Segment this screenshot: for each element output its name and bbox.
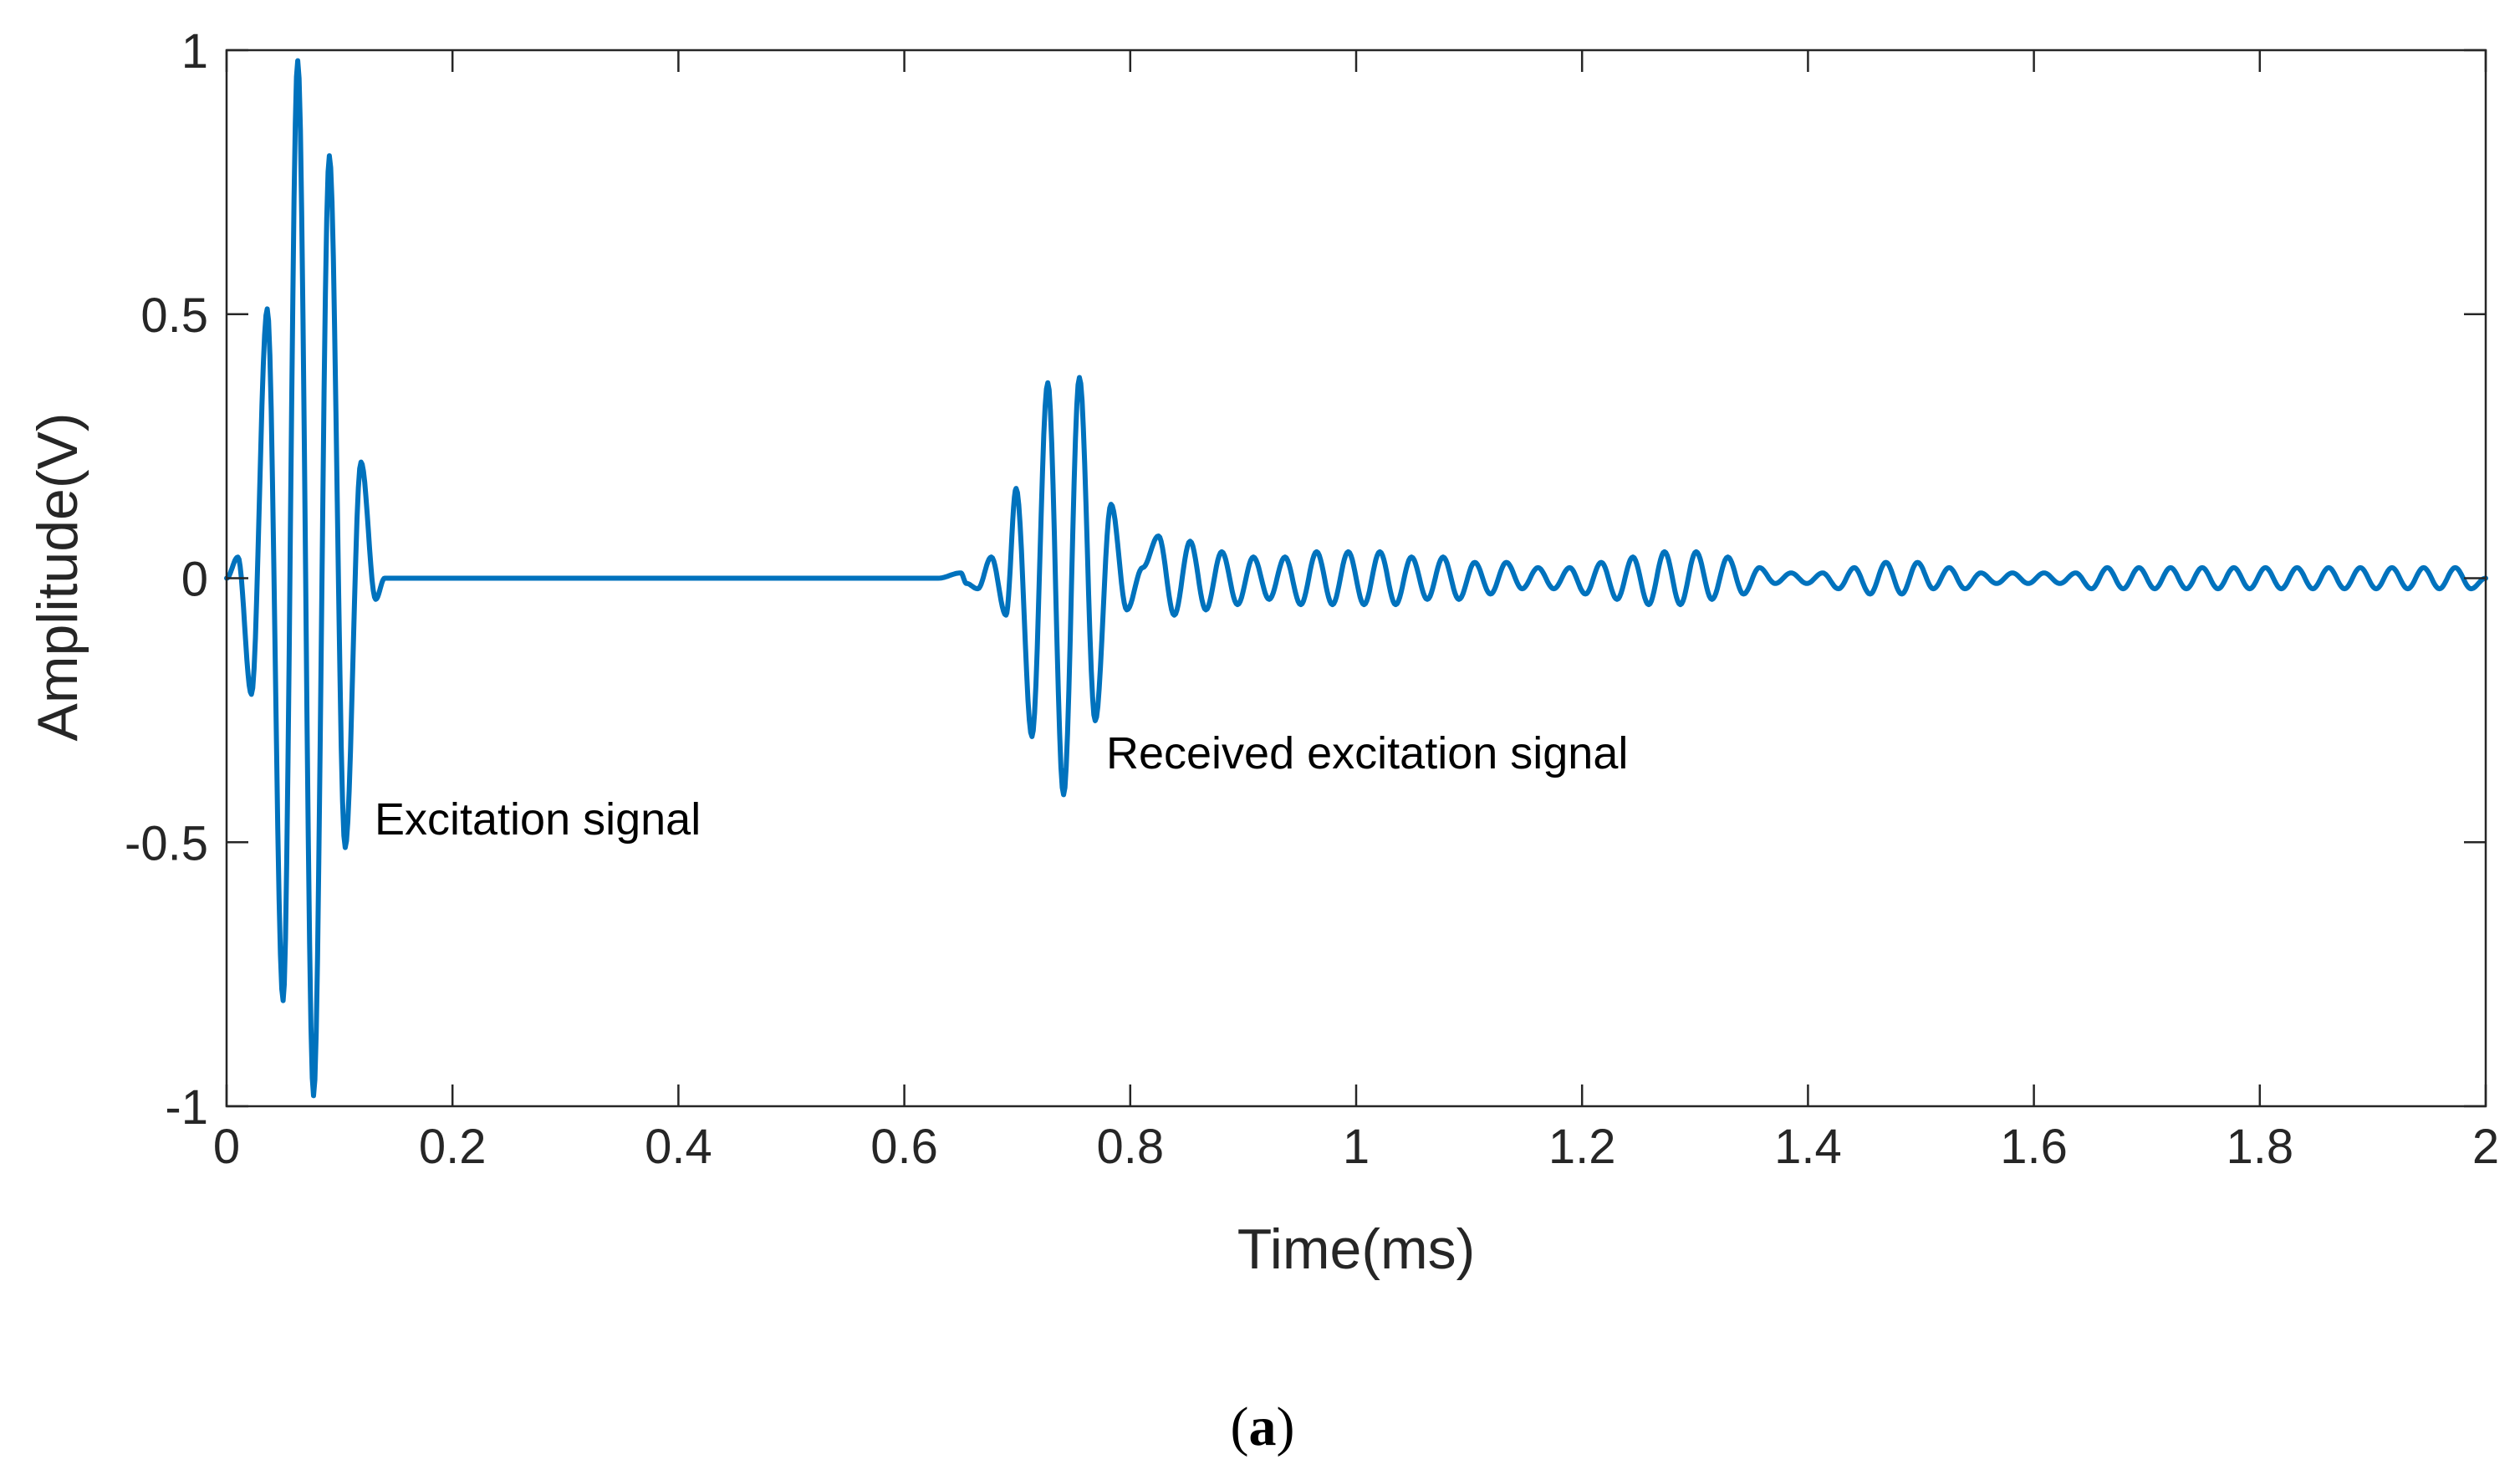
x-axis-title: Time(ms) bbox=[1237, 1217, 1476, 1281]
caption-close-paren: ) bbox=[1277, 1396, 1295, 1457]
x-tick-label: 0.6 bbox=[870, 1120, 938, 1174]
y-tick-label: -1 bbox=[165, 1080, 208, 1135]
signal-layer bbox=[224, 58, 2488, 1099]
y-tick-label: 1 bbox=[181, 24, 208, 79]
x-tick-label: 0.4 bbox=[645, 1120, 712, 1174]
y-tick-label: -0.5 bbox=[125, 816, 208, 870]
x-tick-label: 1 bbox=[1343, 1120, 1370, 1174]
annotation-received-excitation-signal: Received excitation signal bbox=[1106, 728, 1628, 778]
x-tick-label: 1.6 bbox=[2000, 1120, 2068, 1174]
y-tick-label: 0 bbox=[181, 553, 208, 607]
x-tick-label: 0 bbox=[213, 1120, 240, 1174]
y-axis-title: Amplitude(V) bbox=[26, 412, 89, 741]
x-tick-label: 1.2 bbox=[1548, 1120, 1616, 1174]
x-tick-label: 0.2 bbox=[419, 1120, 487, 1174]
axes-layer: 0 0.2 0.4 0.6 0.8 1 1.2 1.4 1.6 1.8 2 -1 -0.5 0 0.5 1 bbox=[125, 24, 2499, 1174]
y-tick-label: 0.5 bbox=[140, 288, 208, 343]
x-tick-label: 2 bbox=[2472, 1120, 2499, 1174]
x-tick-label: 1.4 bbox=[1774, 1120, 1842, 1174]
annotation-excitation-signal: Excitation signal bbox=[375, 794, 701, 845]
figure-caption: (a) bbox=[1231, 1396, 1295, 1457]
caption-open-paren: ( bbox=[1231, 1396, 1249, 1457]
labels-layer: Time(ms) Amplitude(V) Excitation signal … bbox=[26, 412, 1628, 1457]
x-tick-label: 1.8 bbox=[2226, 1120, 2293, 1174]
caption-letter: a bbox=[1249, 1396, 1277, 1457]
x-tick-label: 0.8 bbox=[1096, 1120, 1164, 1174]
signal-line bbox=[224, 58, 2488, 1099]
